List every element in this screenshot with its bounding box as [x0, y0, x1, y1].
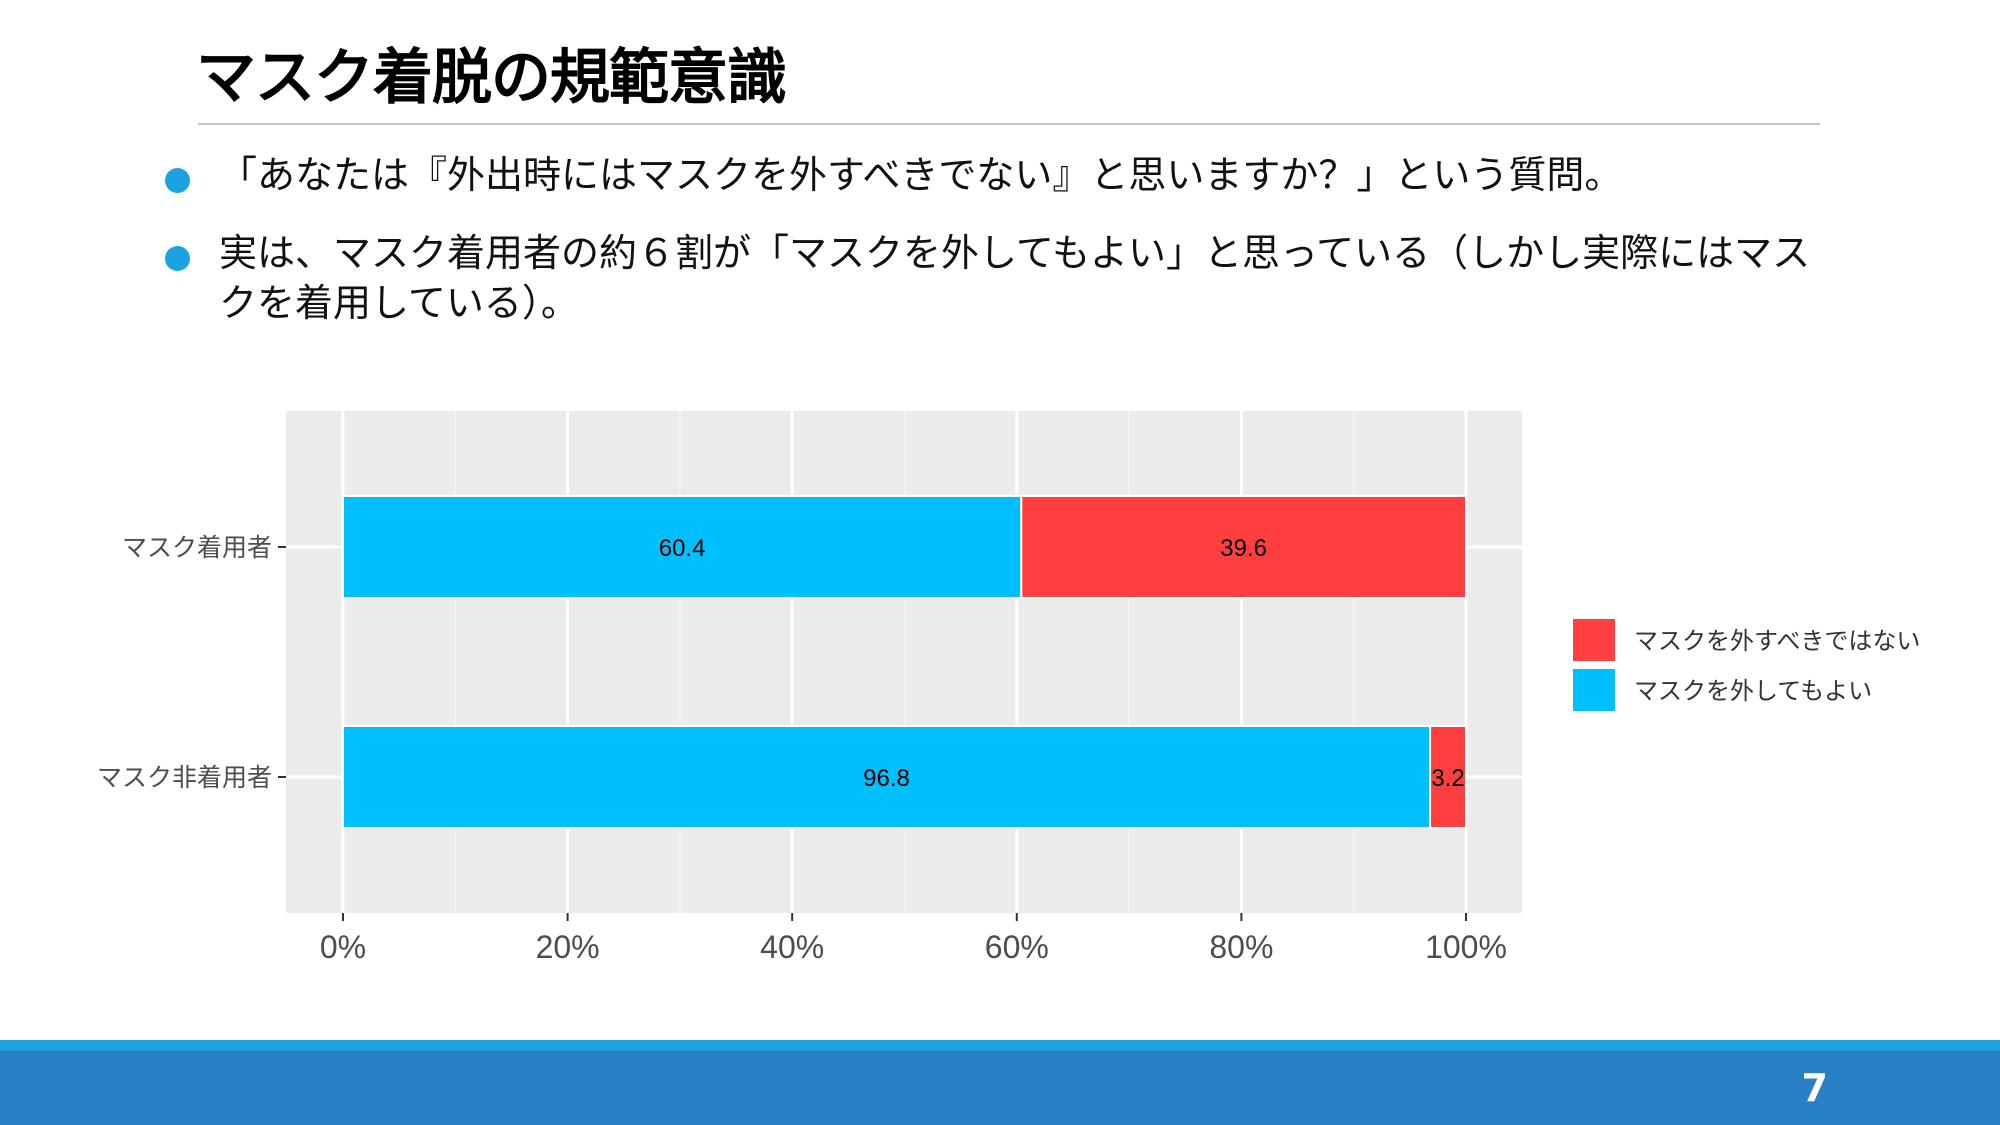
legend-key — [1571, 667, 1617, 713]
footer-bar: 7 — [0, 1051, 2000, 1125]
bar-segment-ok — [342, 495, 1023, 599]
x-tick-label: 60% — [985, 929, 1049, 965]
x-tick-label: 20% — [536, 929, 600, 965]
page-number: 7 — [1801, 1066, 1828, 1110]
legend-label: マスクを外してもよい — [1634, 677, 1872, 705]
legend-label: マスクを外すべきではない — [1634, 627, 1920, 655]
bar-segment-ok — [342, 725, 1432, 829]
bullet-item: 「あなたは『外出時にはマスクを外すべきでない』と思いますか？」という質問。 — [165, 150, 1845, 200]
x-tick-label: 0% — [320, 929, 366, 965]
legend-key — [1571, 617, 1617, 663]
bullet-list: 「あなたは『外出時にはマスクを外すべきでない』と思いますか？」という質問。 実は… — [165, 150, 1845, 356]
footer-accent-strip — [0, 1040, 2000, 1051]
bullet-text: 「あなたは『外出時にはマスクを外すべきでない』と思いますか？」という質問。 — [219, 153, 1623, 197]
bullet-text: 実は、マスク着用者の約６割が「マスクを外してもよい」と思っている（しかし実際には… — [219, 231, 1811, 325]
bullet-item: 実は、マスク着用者の約６割が「マスクを外してもよい」と思っている（しかし実際には… — [165, 228, 1845, 328]
bar-segment-not-ok — [1429, 725, 1467, 829]
x-tick-label: 40% — [760, 929, 824, 965]
x-tick-label: 100% — [1425, 929, 1507, 965]
data-label: 3.2 — [1431, 765, 1464, 792]
y-tick-label: マスク着用者 — [122, 533, 272, 562]
data-label: 96.8 — [863, 765, 910, 792]
title-divider — [198, 123, 1820, 125]
data-label: 60.4 — [659, 535, 706, 562]
x-tick-label: 80% — [1209, 929, 1273, 965]
bar-segment-not-ok — [1020, 495, 1467, 599]
bullet-dot-icon — [165, 246, 190, 271]
slide-title: マスク着脱の規範意識 — [196, 43, 787, 113]
stacked-bar-chart: 60.4 39.6 マスク着用者 96.8 3.2 マスク非着用者 0% 20% 40% 60% 8… — [97, 411, 1920, 965]
y-tick-label: マスク非着用者 — [97, 763, 272, 792]
data-label: 39.6 — [1220, 535, 1267, 562]
bullet-dot-icon — [165, 168, 190, 193]
